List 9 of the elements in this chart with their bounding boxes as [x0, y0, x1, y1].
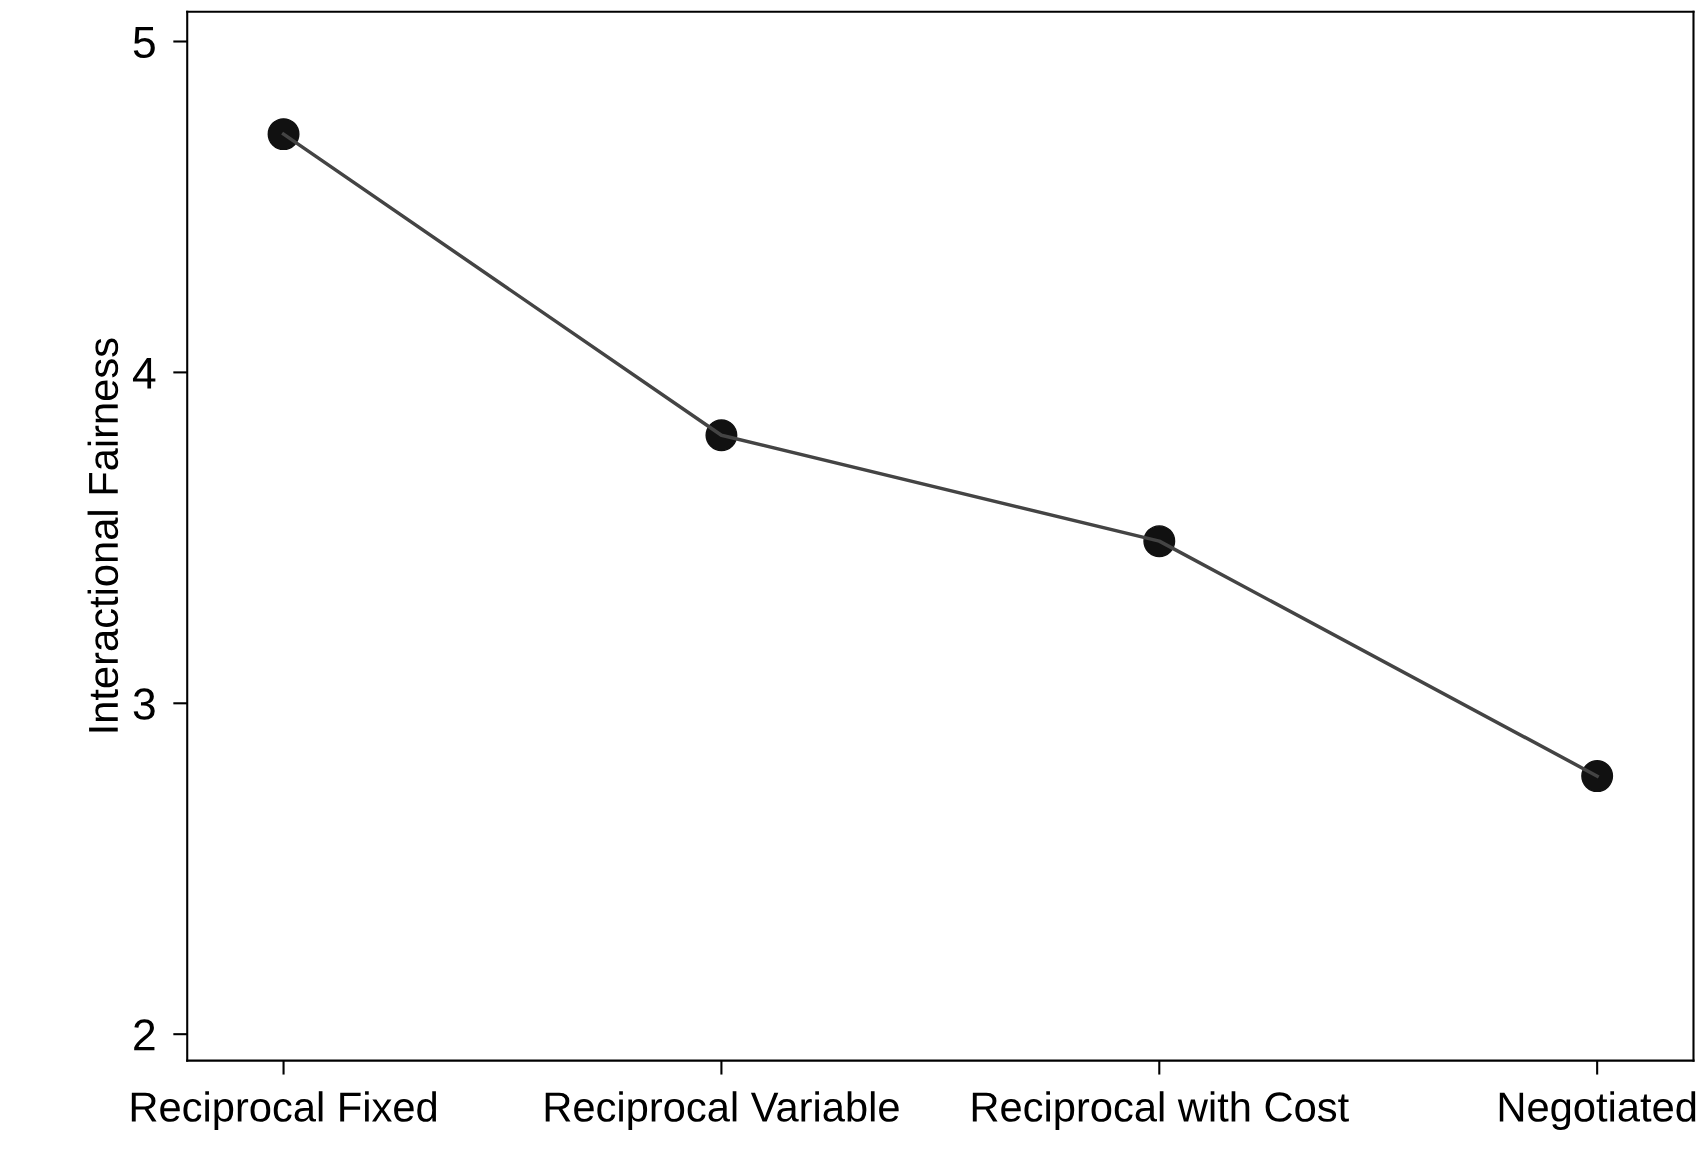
x-tick-label: Reciprocal Variable	[545, 1091, 899, 1131]
x-tick-label: Negotiated	[1499, 1091, 1696, 1131]
y-tick-label: 3	[133, 688, 155, 720]
y-tick-label: 5	[133, 27, 155, 59]
x-tick-label: Reciprocal Fixed	[131, 1091, 437, 1131]
y-tick-label: 2	[134, 1019, 155, 1051]
x-tick-label: Reciprocal with Cost	[972, 1091, 1349, 1131]
y-axis-title: Interactional Fairness	[87, 338, 119, 732]
y-tick-label: 4	[132, 357, 156, 389]
